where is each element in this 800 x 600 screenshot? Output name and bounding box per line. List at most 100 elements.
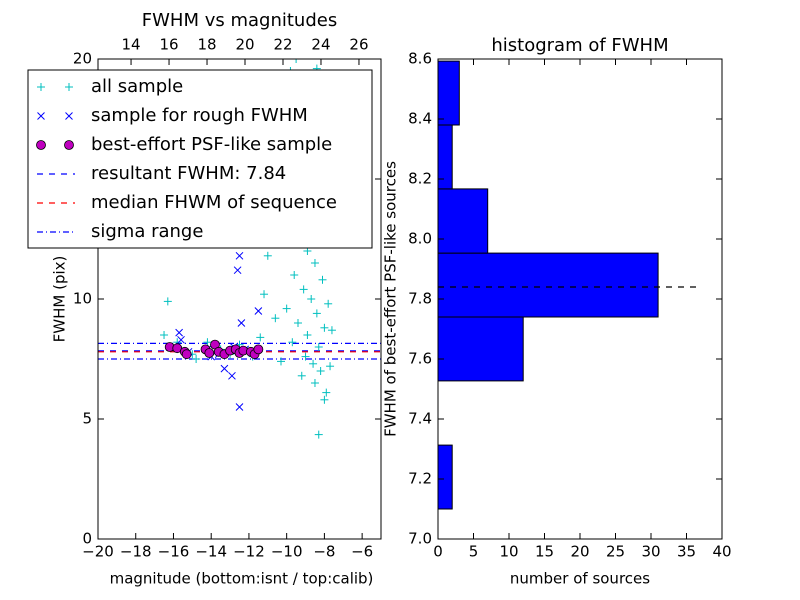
marker-plus — [324, 299, 333, 308]
marker-plus — [192, 355, 201, 363]
marker-circle — [36, 140, 46, 150]
x-tick-label: −20 — [82, 543, 114, 561]
stroke — [175, 328, 183, 337]
marker-plus — [288, 338, 297, 347]
marker-plus — [277, 357, 286, 366]
marker-circle — [64, 140, 74, 150]
marker-cross — [228, 371, 236, 380]
marker-plus — [297, 371, 306, 380]
x-tick-label: 10 — [499, 543, 518, 561]
marker-plus — [307, 295, 316, 303]
marker-cross — [237, 319, 246, 327]
x-tick-label: 5 — [469, 543, 479, 561]
marker-plus — [260, 290, 269, 299]
marker-cross — [233, 266, 242, 275]
marker-plus — [37, 83, 45, 91]
x-tick-label: −16 — [158, 543, 190, 561]
y-tick-label: 7.8 — [408, 290, 432, 308]
dot — [181, 349, 192, 360]
stroke — [233, 266, 242, 275]
dot — [253, 344, 264, 355]
marker-plus — [290, 271, 299, 279]
x-axis-label: magnitude (bottom:isnt / top:calib) — [110, 570, 374, 588]
x-tick-label: −6 — [351, 543, 373, 561]
dot — [64, 140, 74, 150]
y-tick-label: 7.2 — [408, 470, 432, 488]
marker-plus — [292, 59, 301, 63]
bar — [437, 444, 453, 510]
x2-tick-label: 22 — [273, 36, 292, 54]
marker-circle — [253, 344, 264, 355]
y-tick-label: 20 — [73, 50, 92, 68]
marker-plus — [263, 251, 272, 260]
chart-title: histogram of FWHM — [491, 35, 668, 56]
bar — [437, 252, 659, 318]
marker-plus — [203, 338, 212, 347]
marker-plus — [320, 395, 329, 404]
legend-label: resultant FWHM: 7.84 — [91, 163, 286, 184]
marker-plus — [293, 319, 302, 327]
x-tick-label: 35 — [677, 543, 696, 561]
marker-plus — [299, 285, 308, 294]
stroke — [177, 335, 185, 344]
stroke — [220, 364, 229, 373]
marker-plus — [312, 309, 321, 318]
y-tick-label: 8.0 — [408, 230, 432, 248]
x-tick-label: −8 — [313, 543, 335, 561]
y-tick-label: 7.4 — [408, 410, 432, 428]
x-tick-label: −12 — [233, 543, 265, 561]
marker-circle — [204, 348, 215, 358]
marker-plus — [320, 323, 329, 332]
stroke — [254, 307, 263, 315]
y-tick-label: 7.0 — [408, 530, 432, 548]
stroke — [228, 371, 236, 380]
chart-title: FWHM vs magnitudes — [142, 10, 337, 31]
marker-cross — [254, 307, 263, 315]
marker-plus — [314, 343, 323, 351]
legend-label: sample for rough FWHM — [91, 105, 308, 126]
y-tick-label: 7.6 — [408, 350, 432, 368]
x2-tick-label: 18 — [197, 36, 216, 54]
x-tick-label: −14 — [195, 543, 227, 561]
y-axis-label: FWHM (pix) — [51, 256, 69, 343]
x-tick-label: −10 — [271, 543, 303, 561]
marker-plus — [303, 331, 312, 339]
x2-tick-label: 14 — [122, 36, 141, 54]
x2-tick-label: 16 — [159, 36, 178, 54]
y-tick-label: 8.6 — [408, 50, 432, 68]
dot — [204, 348, 215, 358]
x-tick-label: 15 — [535, 543, 554, 561]
legend-label: sigma range — [91, 221, 203, 242]
legend-label: all sample — [91, 76, 183, 97]
marker-cross — [235, 403, 244, 411]
x-tick-label: −18 — [120, 543, 152, 561]
marker-plus — [322, 388, 331, 397]
stroke — [65, 112, 73, 120]
bar — [437, 316, 524, 382]
legend-box — [27, 69, 373, 249]
y-tick-label: 0 — [82, 530, 92, 548]
y-tick-label: 8.4 — [408, 110, 432, 128]
stroke — [235, 403, 244, 411]
marker-plus — [256, 333, 265, 342]
y-axis-label: FWHM of best-effort PSF-like sources — [382, 161, 400, 437]
marker-plus — [327, 326, 336, 335]
marker-plus — [310, 379, 319, 387]
marker-plus — [310, 259, 319, 267]
stroke — [237, 319, 246, 327]
x2-tick-label: 26 — [349, 36, 368, 54]
marker-cross — [37, 112, 45, 120]
marker-plus — [65, 83, 73, 91]
marker-circle — [181, 349, 192, 360]
marker-plus — [282, 304, 291, 313]
x-tick-label: 40 — [712, 543, 731, 561]
marker-cross — [235, 251, 244, 260]
x-tick-label: 0 — [433, 543, 443, 561]
x-tick-label: 25 — [606, 543, 625, 561]
x-tick-label: 20 — [570, 543, 589, 561]
bar — [437, 188, 489, 254]
marker-cross — [65, 112, 73, 120]
x2-tick-label: 24 — [311, 36, 330, 54]
